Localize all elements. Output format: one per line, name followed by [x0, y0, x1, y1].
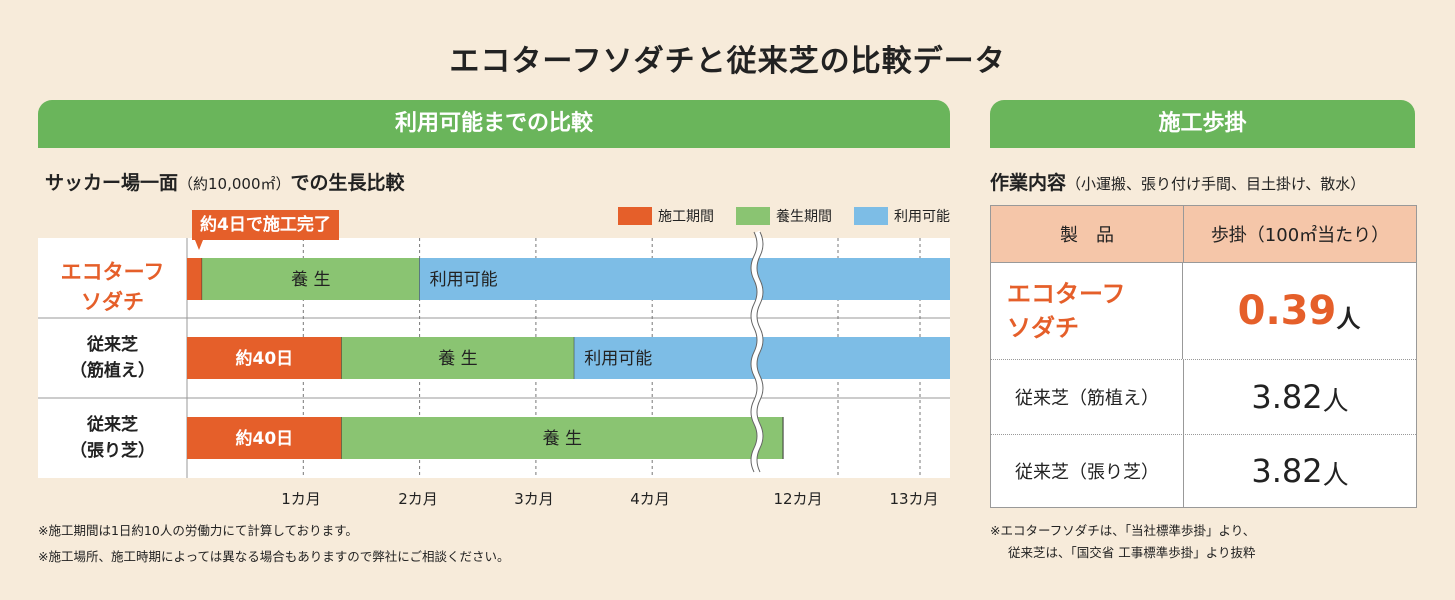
- x-tick: 4カ月: [630, 490, 670, 508]
- legend-swatch-construction: [618, 207, 652, 225]
- bar-label: 養 生: [291, 270, 330, 290]
- labor-number: 3.82: [1251, 452, 1323, 490]
- labor-number: 3.82: [1251, 378, 1323, 416]
- work-content: 作業内容（小運搬、張り付け手間、目土掛け、散水）: [990, 168, 1365, 195]
- subtitle-main: サッカー場一面: [45, 172, 179, 194]
- product-ecoturf-line1: エコターフ: [1007, 280, 1126, 308]
- chart-subtitle: サッカー場一面（約10,000㎡）での生長比較: [45, 168, 405, 195]
- bar-segment: [187, 258, 203, 300]
- labor-unit: 人: [1322, 460, 1349, 491]
- labor-unit: 人: [1336, 304, 1361, 333]
- footnote-2: ※施工場所、施工時期によっては異なる場合もありますので弊社にご相談ください。: [38, 549, 510, 564]
- x-tick: 3カ月: [514, 490, 554, 508]
- right-banner: 施工歩掛: [990, 100, 1415, 148]
- row-label-ecoturf-line2: ソダチ: [81, 290, 144, 314]
- labor-value-sod: 3.82 人: [1184, 435, 1416, 507]
- row-label-sod-line1: 従来芝: [87, 415, 138, 435]
- callout-pointer: [195, 240, 203, 250]
- left-banner: 利用可能までの比較: [38, 100, 950, 148]
- chart-legend: 施工期間 養生期間 利用可能: [596, 206, 950, 226]
- bar-label: 約40日: [236, 428, 294, 449]
- bar-segment: [419, 258, 951, 300]
- table-header: 製 品 歩掛（100㎡当たり）: [991, 206, 1416, 263]
- row-label-sod: 従来芝 （張り芝）: [38, 412, 187, 464]
- legend-label-curing: 養生期間: [776, 209, 832, 225]
- bar-label: 利用可能: [584, 349, 652, 369]
- work-content-label: 作業内容: [990, 172, 1067, 194]
- bar-label: 約40日: [236, 348, 294, 369]
- header-labor: 歩掛（100㎡当たり）: [1210, 225, 1390, 246]
- axis-break: [751, 230, 763, 474]
- labor-value-ecoturf: 0.39 人: [1183, 263, 1415, 359]
- bar-segment: [187, 337, 342, 379]
- legend-swatch-available: [854, 207, 888, 225]
- x-tick: 13カ月: [889, 490, 939, 508]
- axis-break-line: [750, 231, 758, 473]
- bar-label: 養 生: [438, 349, 477, 369]
- product-ecoturf: エコターフ ソダチ: [991, 263, 1183, 359]
- legend-label-available: 利用可能: [894, 209, 950, 225]
- axis-break-line: [756, 231, 764, 473]
- product-sod: 従来芝（張り芝）: [991, 435, 1184, 507]
- labor-table: 製 品 歩掛（100㎡当たり） エコターフ ソダチ 0.39 人 従来芝（筋植え）…: [990, 205, 1417, 508]
- page-title: エコターフソダチと従来芝の比較データ: [449, 44, 1006, 79]
- bar-segment: [341, 417, 784, 459]
- labor-unit: 人: [1322, 386, 1349, 417]
- row-label-sod-line2: （張り芝）: [70, 441, 155, 461]
- subtitle-paren: （約10,000㎡）: [178, 175, 291, 193]
- table-row: エコターフ ソダチ 0.39 人: [991, 263, 1416, 360]
- construction-callout: 約4日で施工完了: [192, 210, 339, 240]
- row-label-ecoturf: エコターフ ソダチ: [38, 257, 187, 317]
- x-tick: 2カ月: [398, 490, 438, 508]
- row-label-row-planting-line2: （筋植え）: [70, 361, 155, 381]
- bar-segment: [341, 337, 575, 379]
- legend-item-curing: 養生期間: [736, 206, 832, 226]
- table-row: 従来芝（筋植え） 3.82 人: [991, 360, 1416, 435]
- legend-swatch-curing: [736, 207, 770, 225]
- table-note-1: ※エコターフソダチは、「当社標準歩掛」より、: [990, 523, 1256, 538]
- bar-label: 養 生: [543, 429, 582, 449]
- legend-label-construction: 施工期間: [658, 209, 714, 225]
- bar-segment: [202, 258, 420, 300]
- subtitle-tail: での生長比較: [290, 172, 405, 194]
- row-label-ecoturf-line1: エコターフ: [60, 260, 165, 284]
- labor-value-row-planting: 3.82 人: [1184, 360, 1416, 434]
- labor-number: 0.39: [1237, 288, 1337, 334]
- legend-item-construction: 施工期間: [618, 206, 714, 226]
- row-label-row-planting-line1: 従来芝: [87, 335, 138, 355]
- bar-segment: [187, 417, 342, 459]
- footnote-1: ※施工期間は1日約10人の労働力にて計算しております。: [38, 523, 358, 538]
- x-tick: 12カ月: [773, 490, 823, 508]
- header-product: 製 品: [991, 206, 1184, 262]
- table-note-2: 従来芝は、「国交省 工事標準歩掛」より抜粋: [1008, 545, 1256, 560]
- row-label-row-planting: 従来芝 （筋植え）: [38, 332, 187, 384]
- product-row-planting: 従来芝（筋植え）: [991, 360, 1184, 434]
- bar-label: 利用可能: [430, 270, 498, 290]
- table-row: 従来芝（張り芝） 3.82 人: [991, 435, 1416, 507]
- legend-item-available: 利用可能: [854, 206, 950, 226]
- work-content-detail: （小運搬、張り付け手間、目土掛け、散水）: [1066, 175, 1366, 193]
- x-tick: 1カ月: [281, 490, 321, 508]
- product-ecoturf-line2: ソダチ: [1007, 314, 1079, 342]
